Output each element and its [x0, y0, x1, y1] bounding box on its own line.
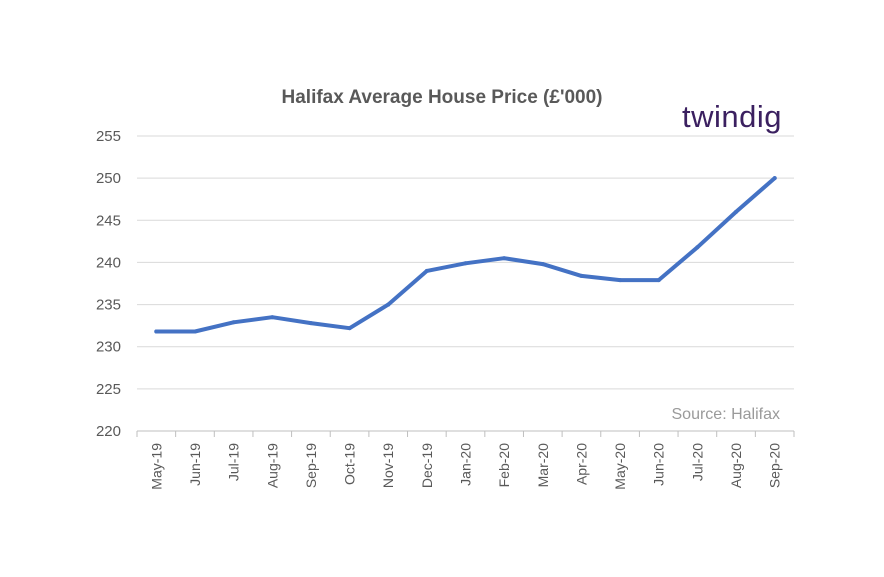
y-tick-label: 230: [96, 339, 121, 356]
y-tick-label: 220: [96, 423, 121, 440]
data-point: [772, 176, 777, 181]
data-point: [270, 315, 275, 320]
x-tick-label: May-20: [612, 443, 628, 490]
x-tick-label: Mar-20: [535, 443, 551, 488]
data-point: [347, 326, 352, 331]
series-line: [154, 176, 777, 334]
x-tick-label: Aug-19: [264, 443, 280, 488]
data-point: [308, 321, 313, 326]
x-tick-label: Sep-20: [767, 443, 783, 488]
data-point: [618, 278, 623, 283]
data-point: [424, 268, 429, 273]
y-tick-label: 235: [96, 297, 121, 314]
data-point: [154, 329, 159, 334]
y-tick-label: 250: [96, 170, 121, 187]
x-tick-label: Jan-20: [458, 443, 474, 486]
x-tick-label: Feb-20: [496, 443, 512, 488]
y-tick-label: 240: [96, 254, 121, 271]
x-axis: May-19 Jun-19 Jul-19 Aug-19 Sep-19 Oct-19 Nov-…: [136, 430, 795, 490]
x-tick-label: Jun-20: [651, 443, 667, 486]
data-point: [231, 320, 236, 325]
x-tick-label: Aug-20: [728, 443, 744, 488]
data-point: [695, 245, 700, 250]
data-point: [386, 302, 391, 307]
x-tick-label: Nov-19: [380, 443, 396, 488]
chart-title: Halifax Average House Price (£'000): [282, 87, 603, 108]
data-point: [656, 278, 661, 283]
x-tick-label: Sep-19: [303, 443, 319, 488]
data-point: [579, 273, 584, 278]
y-tick-label: 255: [96, 128, 121, 145]
x-tick-label: Oct-19: [342, 443, 358, 485]
x-tick-label: Apr-20: [573, 443, 589, 485]
y-tick-label: 225: [96, 381, 121, 398]
data-point: [502, 256, 507, 261]
source-annotation: Source: Halifax: [672, 406, 781, 423]
gridlines: [137, 135, 794, 390]
y-tick-label: 245: [96, 212, 121, 229]
data-point: [540, 262, 545, 267]
series-group: [154, 176, 777, 334]
data-point: [463, 261, 468, 266]
data-point: [192, 329, 197, 334]
data-point: [734, 209, 739, 214]
y-axis: 220 225 230 235 240 245 250 255: [96, 128, 121, 440]
x-tick-label: Jun-19: [187, 443, 203, 486]
brand-logo: twindig: [682, 99, 782, 134]
x-tick-label: Jul-19: [226, 443, 242, 481]
x-tick-label: Jul-20: [689, 443, 705, 481]
x-tick-label: Dec-19: [419, 443, 435, 488]
x-tick-label: May-19: [148, 443, 164, 490]
